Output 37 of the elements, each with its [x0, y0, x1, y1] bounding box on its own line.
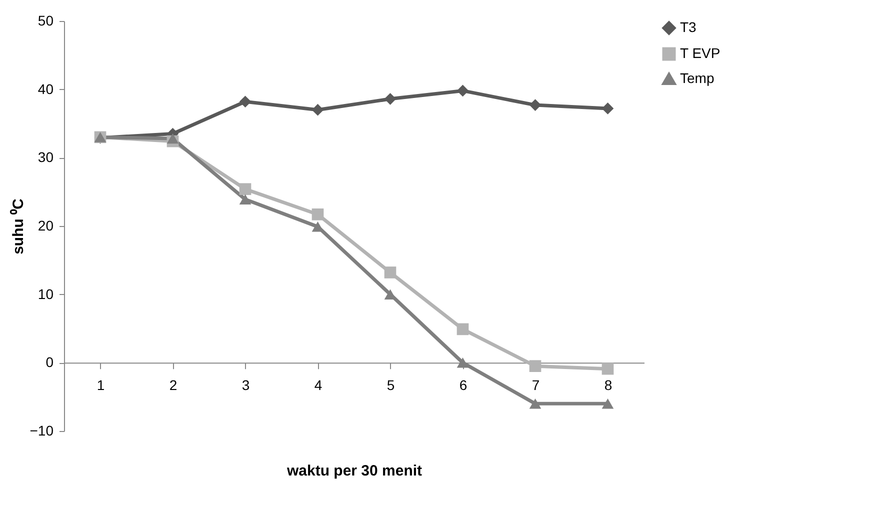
point	[529, 360, 542, 372]
y-tick-label: 30	[38, 149, 54, 166]
x-tick-label: 7	[532, 377, 540, 394]
point	[239, 183, 252, 196]
y-axis-title: suhu ⁰C	[8, 198, 27, 254]
legend-label: Temp	[680, 70, 714, 86]
y-tick-label: 40	[38, 80, 54, 97]
point	[602, 102, 614, 114]
x-tick-label: 8	[604, 377, 612, 394]
point	[456, 323, 469, 336]
point	[456, 84, 469, 97]
legend-label: T3	[680, 19, 697, 35]
x-tick-label: 5	[386, 377, 395, 394]
point	[602, 398, 614, 409]
legend-label: T EVP	[680, 45, 720, 61]
x-tick-label: 3	[242, 377, 250, 394]
point	[239, 96, 252, 108]
y-tick-label: 20	[38, 218, 54, 234]
point	[529, 398, 542, 409]
point	[384, 92, 396, 105]
point	[529, 99, 542, 111]
y-tick-label: 10	[38, 286, 54, 302]
x-tick-label: 4	[314, 377, 322, 394]
y-tick-label: 50	[38, 12, 54, 28]
x-tick-label: 6	[459, 377, 468, 394]
y-tick-label: 0	[46, 354, 54, 370]
point	[312, 208, 324, 220]
point	[166, 133, 179, 144]
x-tick-label: 2	[169, 377, 178, 394]
point	[602, 362, 614, 375]
x-tick-label: 1	[96, 377, 105, 394]
point	[456, 358, 469, 368]
y-tick-label: −10	[30, 422, 54, 438]
point	[312, 104, 324, 116]
point	[239, 194, 252, 204]
point	[384, 266, 396, 278]
x-axis-title: waktu per 30 menit	[286, 462, 422, 480]
